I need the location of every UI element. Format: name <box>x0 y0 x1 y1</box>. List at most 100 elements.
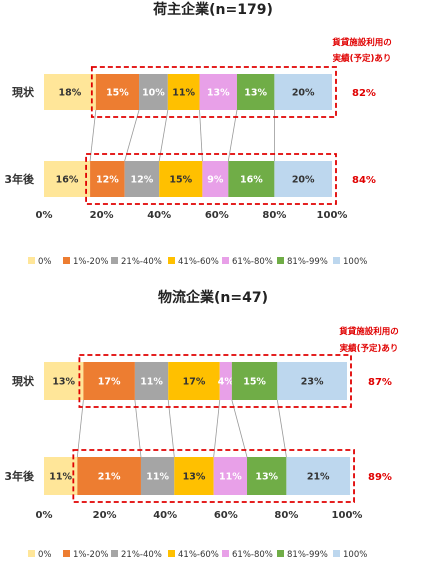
data-label: 11% <box>146 472 169 483</box>
connector-line <box>199 109 203 162</box>
legend-label: 41%-60% <box>178 257 219 267</box>
bar-segment <box>44 74 96 110</box>
data-label: 13% <box>255 472 278 483</box>
legend-label: 100% <box>343 257 367 267</box>
x-tick-label: 20% <box>93 510 117 521</box>
bar-segment <box>134 362 169 400</box>
connector-line <box>231 399 248 458</box>
x-tick-label: 80% <box>262 210 286 221</box>
legend-label: 41%-60% <box>178 550 219 560</box>
bar-segment <box>277 362 347 400</box>
annotation-text: 貨貸施設利用の <box>331 37 392 48</box>
data-label: 18% <box>59 88 82 99</box>
highlight-box <box>78 354 352 408</box>
bar-segment <box>139 74 168 110</box>
legend-label: 81%-99% <box>287 257 328 267</box>
bar-segment <box>174 457 214 495</box>
data-label: 13% <box>244 88 267 99</box>
data-label: 10% <box>142 88 165 99</box>
data-label: 17% <box>98 377 121 388</box>
data-label: 17% <box>183 377 206 388</box>
data-label: 13% <box>52 377 75 388</box>
legend-swatch <box>333 550 340 557</box>
x-tick-label: 60% <box>214 510 238 521</box>
annotation-text: 実績(予定)あり <box>333 53 392 64</box>
bar-segment <box>236 74 275 110</box>
category-label: 3年後 <box>4 172 35 186</box>
legend-label: 21%-40% <box>121 257 162 267</box>
bar-segment <box>213 457 248 495</box>
connector-line <box>227 109 238 162</box>
data-label: 15% <box>243 377 266 388</box>
category-label: 3年後 <box>4 469 35 483</box>
legend-label: 1%-20% <box>73 550 108 560</box>
connector-line <box>134 399 142 458</box>
legend-swatch <box>222 257 229 264</box>
category-label: 現状 <box>12 374 35 388</box>
bar-segment <box>95 74 140 110</box>
data-label: 12% <box>96 175 119 186</box>
legend-swatch <box>222 550 229 557</box>
connector-line <box>89 109 97 162</box>
legend-swatch <box>111 550 118 557</box>
chart-title: 物流企業(n=47) <box>158 289 268 306</box>
data-label: 12% <box>131 175 154 186</box>
annotation-text: 実績(予定)あり <box>340 343 399 354</box>
x-tick-label: 20% <box>90 210 114 221</box>
data-label: 16% <box>56 175 79 186</box>
bar-segment <box>44 457 78 495</box>
data-label: 15% <box>169 175 192 186</box>
bar-segment <box>219 362 232 400</box>
highlight-total: 82% <box>352 88 376 99</box>
highlight-total: 89% <box>368 472 392 483</box>
data-label: 21% <box>307 472 330 483</box>
legend-swatch <box>28 550 35 557</box>
bar-segment <box>44 362 84 400</box>
bar-segment <box>140 457 175 495</box>
connector-line <box>276 399 287 458</box>
legend-label: 61%-80% <box>232 550 273 560</box>
bar-segment <box>44 161 91 197</box>
bar-segment <box>247 457 287 495</box>
connector-line <box>167 399 175 458</box>
category-label: 現状 <box>12 85 35 99</box>
bar-segment <box>167 74 200 110</box>
x-tick-label: 40% <box>153 510 177 521</box>
bar-segment <box>274 161 332 197</box>
data-label: 20% <box>292 88 315 99</box>
data-label: 9% <box>207 175 224 186</box>
legend-swatch <box>63 257 70 264</box>
legend-label: 0% <box>38 550 52 560</box>
legend-label: 0% <box>38 257 52 267</box>
bar-segment <box>124 161 160 197</box>
bar-segment <box>274 74 332 110</box>
legend-label: 100% <box>343 550 367 560</box>
bar-segment <box>231 362 278 400</box>
bar-segment <box>228 161 275 197</box>
connector-line <box>124 109 140 162</box>
data-label: 20% <box>292 175 315 186</box>
legend-swatch <box>168 257 175 264</box>
annotation-text: 貨貸施設利用の <box>338 326 399 337</box>
data-label: 15% <box>106 88 129 99</box>
legend-label: 61%-80% <box>232 257 273 267</box>
legend-swatch <box>28 257 35 264</box>
legend-swatch <box>168 550 175 557</box>
chart-title: 荷主企業(n=179) <box>152 1 273 18</box>
legend-swatch <box>111 257 118 264</box>
bar-segment <box>199 74 237 110</box>
data-label: 13% <box>183 472 206 483</box>
legend-swatch <box>277 550 284 557</box>
x-tick-label: 60% <box>205 210 229 221</box>
highlight-total: 87% <box>368 377 392 388</box>
data-label: 4% <box>218 377 235 388</box>
legend-label: 81%-99% <box>287 550 328 560</box>
bar-segment <box>90 161 125 197</box>
bar-segment <box>159 161 203 197</box>
data-label: 11% <box>140 377 163 388</box>
x-tick-label: 80% <box>274 510 298 521</box>
bar-segment <box>83 362 135 400</box>
legend-swatch <box>277 257 284 264</box>
x-tick-label: 40% <box>147 210 171 221</box>
